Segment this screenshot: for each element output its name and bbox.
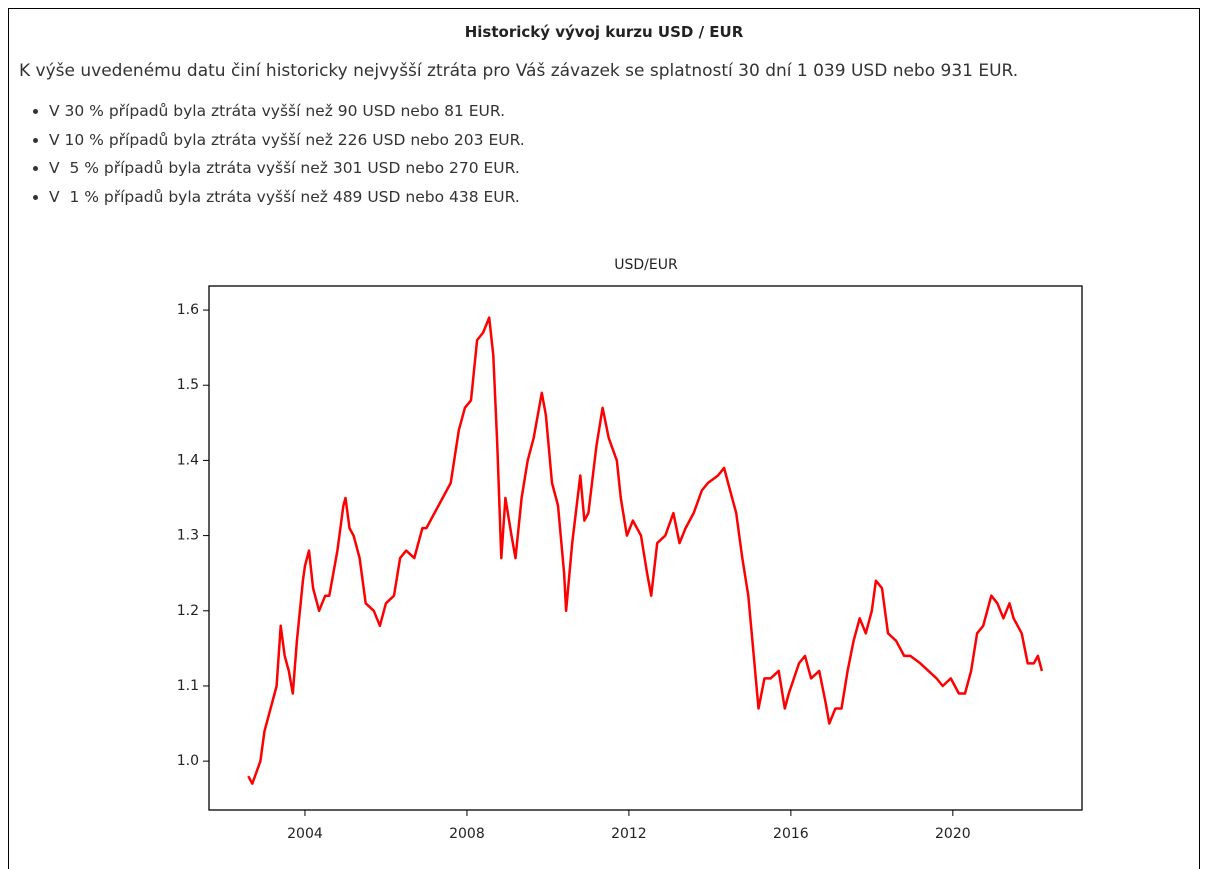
intro-text: K výše uvedenému datu činí historicky ne… <box>19 61 1019 81</box>
y-tick-label: 1.5 <box>177 377 199 393</box>
page-title: Historický vývoj kurzu USD / EUR <box>464 23 744 41</box>
x-tick-label: 2004 <box>287 826 323 842</box>
panel: Historický vývoj kurzu USD / EUR K výše … <box>8 8 1200 869</box>
y-tick-label: 1.3 <box>177 528 199 544</box>
data-line <box>247 316 1044 785</box>
x-tick-label: 2012 <box>611 826 647 842</box>
y-tick-label: 1.6 <box>177 302 199 318</box>
y-tick-label: 1.0 <box>177 753 199 769</box>
y-tick-label: 1.1 <box>177 678 199 694</box>
bullet: V 30 % případů byla ztráta vyšší než 90 … <box>49 97 525 126</box>
y-tick-label: 1.2 <box>177 603 199 619</box>
x-tick-label: 2008 <box>449 826 485 842</box>
bullet-list: V 30 % případů byla ztráta vyšší než 90 … <box>19 97 525 211</box>
bullet: V 1 % případů byla ztráta vyšší než 489 … <box>49 183 525 212</box>
x-tick-label: 2016 <box>773 826 809 842</box>
y-tick-label: 1.4 <box>177 452 199 468</box>
bullet: V 5 % případů byla ztráta vyšší než 301 … <box>49 154 525 183</box>
chart-title: USD/EUR <box>614 257 678 273</box>
bullet: V 10 % případů byla ztráta vyšší než 226… <box>49 126 525 155</box>
plot-frame <box>208 285 1083 811</box>
x-tick-label: 2020 <box>935 826 971 842</box>
